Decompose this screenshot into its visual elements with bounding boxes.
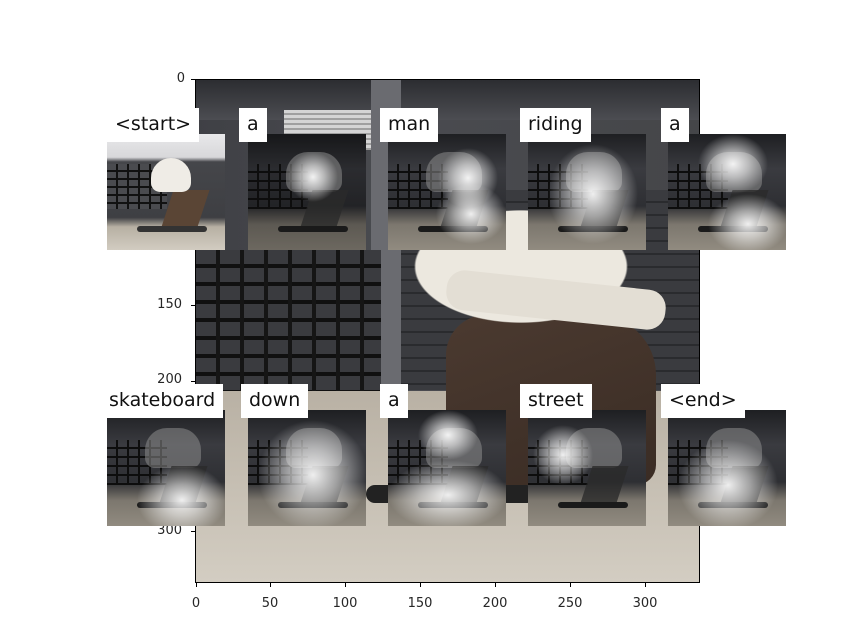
x-tick-mark (645, 583, 646, 587)
caption-word: skateboard (101, 384, 224, 418)
thumb-board (137, 502, 207, 508)
x-tick-mark (495, 583, 496, 587)
y-tick-mark (191, 381, 195, 382)
thumb-person (145, 428, 201, 468)
x-tick-mark (196, 583, 197, 587)
thumb-board (418, 502, 488, 508)
thumb-person (426, 152, 482, 192)
y-tick-mark (191, 79, 195, 80)
y-tick-label: 150 (157, 297, 182, 312)
x-tick-label: 250 (557, 596, 583, 611)
y-tick-mark (191, 305, 195, 306)
attention-thumbnail (388, 410, 506, 526)
thumb-board (278, 226, 348, 232)
upper-wall (196, 80, 699, 120)
thumb-person (566, 152, 622, 192)
thumb-person (426, 428, 482, 468)
x-tick-label: 200 (482, 596, 508, 611)
x-tick-label: 0 (191, 596, 201, 611)
x-tick-label: 150 (407, 596, 433, 611)
thumb-board (558, 226, 628, 232)
thumb-board (558, 502, 628, 508)
attention-thumbnail (528, 410, 646, 526)
thumb-board (137, 226, 207, 232)
thumb-person (151, 158, 191, 192)
caption-word: a (239, 108, 267, 142)
thumbnail-original-image (107, 134, 225, 250)
caption-word: a (661, 108, 689, 142)
y-tick-mark (191, 531, 195, 532)
thumb-board (278, 502, 348, 508)
attention-thumbnail (388, 134, 506, 250)
attention-thumbnail (107, 410, 225, 526)
attention-thumbnail (668, 410, 786, 526)
thumb-board (698, 502, 768, 508)
caption-word: street (520, 384, 592, 418)
caption-word: riding (520, 108, 591, 142)
y-tick-label: 200 (157, 372, 182, 387)
thumb-board (418, 226, 488, 232)
x-tick-mark (570, 583, 571, 587)
thumb-person (286, 428, 342, 468)
thumb-person (286, 152, 342, 192)
x-tick-mark (270, 583, 271, 587)
y-tick-label: 0 (176, 71, 185, 86)
caption-word: a (380, 384, 408, 418)
metal-gate (196, 250, 381, 395)
attention-thumbnail (248, 410, 366, 526)
thumb-person (566, 428, 622, 468)
caption-word-start: <start> (107, 108, 200, 142)
caption-word-end: <end> (661, 384, 745, 418)
x-tick-label: 50 (261, 596, 279, 611)
caption-word: down (241, 384, 309, 418)
caption-word: man (380, 108, 439, 142)
x-tick-label: 300 (632, 596, 658, 611)
x-tick-mark (420, 583, 421, 587)
attention-thumbnail (668, 134, 786, 250)
attention-thumbnail (248, 134, 366, 250)
x-tick-label: 100 (332, 596, 358, 611)
attention-thumbnail (528, 134, 646, 250)
y-tick-label: 300 (157, 523, 182, 538)
x-tick-mark (345, 583, 346, 587)
thumb-person (706, 428, 762, 468)
thumb-person (706, 152, 762, 192)
thumb-board (698, 226, 768, 232)
